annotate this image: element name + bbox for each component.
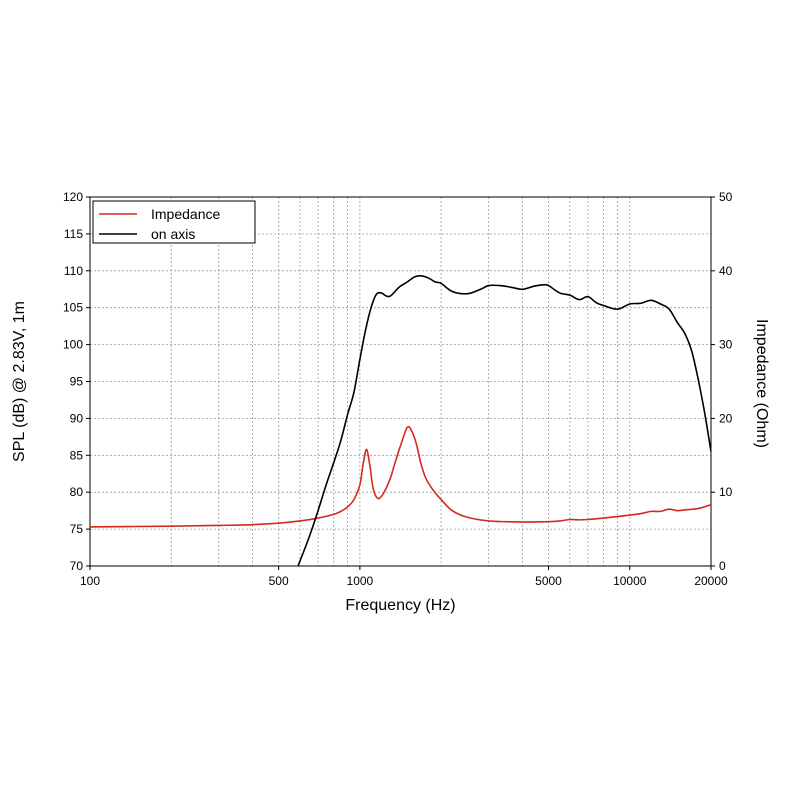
y-left-tick-label: 85 bbox=[70, 448, 84, 462]
x-tick-label: 5000 bbox=[535, 574, 562, 588]
y-right-tick-label: 10 bbox=[719, 485, 733, 499]
legend-label-impedance: Impedance bbox=[151, 206, 220, 222]
y-left-tick-label: 90 bbox=[70, 411, 84, 425]
series-curves bbox=[90, 275, 711, 567]
x-tick-label: 10000 bbox=[613, 574, 647, 588]
x-axis-title: Frequency (Hz) bbox=[345, 597, 455, 614]
y-left-tick-label: 95 bbox=[70, 375, 84, 389]
y-right-tick-label: 20 bbox=[719, 411, 733, 425]
y-axis-left-title: SPL (dB) @ 2.83V, 1m bbox=[11, 301, 28, 462]
y-right-tick-label: 40 bbox=[719, 264, 733, 278]
legend: Impedance on axis bbox=[92, 200, 256, 244]
y-left-tick-label: 80 bbox=[70, 485, 84, 499]
y-left-tick-label: 105 bbox=[63, 301, 83, 315]
x-tick-label: 100 bbox=[80, 574, 100, 588]
series-line-on-axis bbox=[297, 275, 711, 567]
y-right-tick-label: 50 bbox=[719, 190, 733, 204]
axis-ticks: 100 500 1000 5000 10000 200007075808590951001… bbox=[63, 190, 733, 588]
legend-label-on-axis: on axis bbox=[151, 226, 195, 242]
x-tick-label: 20000 bbox=[694, 574, 728, 588]
y-right-tick-label: 30 bbox=[719, 338, 733, 352]
y-left-tick-label: 100 bbox=[63, 338, 83, 352]
x-tick-label: 1000 bbox=[347, 574, 374, 588]
y-left-tick-label: 70 bbox=[70, 559, 84, 573]
y-axis-right-title: Impedance (Ohm) bbox=[753, 319, 770, 448]
y-left-tick-label: 120 bbox=[63, 190, 83, 204]
grid-lines bbox=[90, 197, 711, 566]
series-line-impedance bbox=[90, 425, 711, 528]
y-left-tick-label: 75 bbox=[70, 522, 84, 536]
y-right-tick-label: 0 bbox=[719, 559, 726, 573]
y-left-tick-label: 115 bbox=[64, 227, 83, 241]
legend-box bbox=[92, 200, 256, 244]
x-tick-label: 500 bbox=[269, 574, 289, 588]
y-left-tick-label: 110 bbox=[64, 264, 83, 278]
